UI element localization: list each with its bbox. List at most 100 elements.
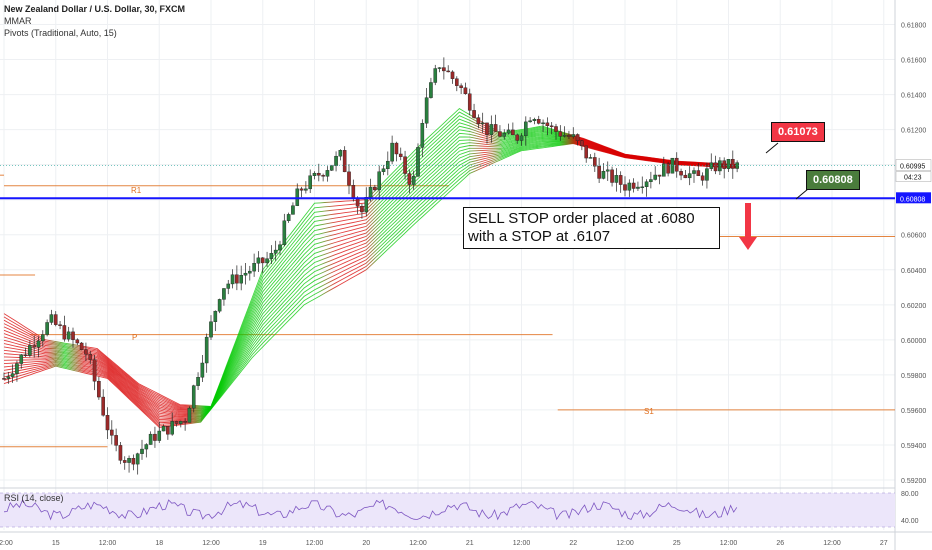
candle-body <box>644 181 649 188</box>
candle-body <box>71 331 75 340</box>
candle-body <box>398 153 403 157</box>
price-tick-label: 0.59800 <box>901 373 926 380</box>
candle-body <box>88 354 93 360</box>
candle-body <box>329 165 334 171</box>
candle-body <box>97 381 101 398</box>
candle-body <box>429 82 433 98</box>
candle-body <box>166 426 170 435</box>
pivot-p-label: P <box>132 333 138 342</box>
candle-body <box>308 175 312 190</box>
price-tick-label: 0.61600 <box>901 58 926 65</box>
rsi-tick-label: 80.00 <box>901 491 919 498</box>
stop-price-tag[interactable]: 0.61073 <box>771 122 825 142</box>
pivot-r1-label: R1 <box>131 186 142 195</box>
candle-body <box>217 299 222 312</box>
time-tick-label: 19 <box>259 540 267 547</box>
candle-body <box>144 444 149 450</box>
candle-body <box>649 179 653 182</box>
entry-price-label: 0.60808 <box>900 196 925 203</box>
mmar-ribbon <box>3 108 739 428</box>
candle-body <box>662 163 666 177</box>
candle-body <box>209 321 213 338</box>
time-tick-label: 12:00 <box>99 540 117 547</box>
candle-body <box>713 162 718 172</box>
indicator-mmar-label[interactable]: MMAR <box>4 16 32 26</box>
candle-body <box>636 186 640 189</box>
time-tick-label: 21 <box>466 540 474 547</box>
entry-tag-connector <box>795 188 809 200</box>
candle-body <box>692 170 696 174</box>
rsi-indicator-label[interactable]: RSI (14, close) <box>4 493 64 503</box>
time-tick-label: 15 <box>52 540 60 547</box>
candle-body <box>317 172 321 176</box>
price-tick-label: 0.61200 <box>901 128 926 135</box>
candle-body <box>446 70 450 73</box>
price-tick-label: 0.60000 <box>901 338 926 345</box>
candle-body <box>226 283 231 289</box>
candle-body <box>122 460 127 463</box>
candle-body <box>148 433 153 445</box>
candle-body <box>722 160 726 169</box>
candle-body <box>58 324 62 326</box>
candle-body <box>256 257 261 264</box>
stop-tag-connector <box>765 142 779 154</box>
candle-body <box>153 433 157 441</box>
rsi-line <box>3 498 738 521</box>
time-tick-label: 18 <box>155 540 163 547</box>
candle-body <box>437 67 442 69</box>
pivot-s1-label: S1 <box>644 407 654 416</box>
candle-body <box>213 310 218 322</box>
candle-body <box>174 421 179 424</box>
price-axis: 0.618000.616000.614000.612000.610000.608… <box>895 23 932 485</box>
time-tick-label: 12:00 <box>513 540 531 547</box>
trade-note[interactable]: SELL STOP order placed at .6080 with a S… <box>463 207 720 249</box>
candle-body <box>601 170 606 179</box>
candle-body <box>584 145 588 159</box>
candle-body <box>386 160 390 169</box>
price-tick-label: 0.59200 <box>901 478 926 485</box>
candle-body <box>580 140 584 147</box>
candle-body <box>62 325 67 340</box>
candle-body <box>260 257 265 264</box>
candle-body <box>243 272 248 276</box>
down-arrow-head <box>739 237 757 250</box>
candle-body <box>420 123 425 148</box>
candle-body <box>36 340 41 348</box>
rsi-tick-label: 40.00 <box>901 518 919 525</box>
candle-body <box>674 157 679 172</box>
rsi-band <box>0 493 895 527</box>
entry-price-tag[interactable]: 0.60808 <box>806 170 860 190</box>
candle-body <box>265 258 269 264</box>
candle-body <box>450 71 455 79</box>
candle-body <box>222 288 226 300</box>
candle-body <box>84 349 88 355</box>
candle-body <box>351 185 356 199</box>
candle-body <box>683 174 688 179</box>
time-tick-label: 12:00 <box>720 540 738 547</box>
candle-body <box>347 171 351 186</box>
candle-body <box>200 362 205 378</box>
candle-body <box>549 125 554 128</box>
countdown-box <box>895 171 932 182</box>
candle-body <box>588 157 593 159</box>
indicator-pivots-label[interactable]: Pivots (Traditional, Auto, 15) <box>4 28 117 38</box>
candle-body <box>515 134 519 141</box>
candle-body <box>485 122 489 135</box>
candle-body <box>666 163 670 174</box>
candle-body <box>291 205 295 215</box>
candle-body <box>355 198 360 207</box>
symbol-title[interactable]: New Zealand Dollar / U.S. Dollar, 30, FX… <box>4 4 186 14</box>
candle-body <box>183 421 187 423</box>
candle-body <box>498 131 502 137</box>
candle-body <box>105 415 110 431</box>
candle-body <box>528 120 532 123</box>
candle-body <box>480 122 485 125</box>
candle-body <box>161 426 166 432</box>
candle-body <box>502 132 507 137</box>
candle-body <box>377 171 381 191</box>
candle-body <box>114 435 118 446</box>
candle-body <box>472 110 476 118</box>
price-tick-label: 0.60200 <box>901 303 926 310</box>
candle-body <box>127 458 131 463</box>
